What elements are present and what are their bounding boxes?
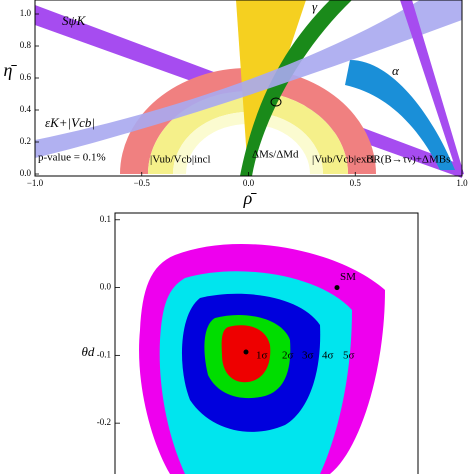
x-axis-label: ρ̄: [243, 188, 258, 208]
sm-label: SM: [340, 271, 356, 283]
epsk-label: εK+|Vcb|: [45, 115, 95, 130]
top-regions: [35, 0, 464, 178]
alpha-label: α: [392, 63, 400, 78]
y-tick-label: 0.6: [20, 72, 32, 82]
theta-axis-label: θd: [82, 344, 95, 359]
vub-excl-label: |Vub/Vcb|excl: [312, 154, 374, 166]
x-tick-label: 0.5: [350, 178, 362, 188]
sigma-label: 2σ: [282, 350, 294, 362]
pvalue-label: p-value = 0.1%: [38, 152, 106, 164]
vub-incl-band: [120, 68, 376, 174]
dms-label: ΔMs/ΔMd: [252, 149, 299, 161]
y-tick-label: 1.0: [20, 8, 32, 18]
y-tick-label: 0.8: [20, 40, 32, 50]
sigma-label: 1σ: [256, 350, 268, 362]
y-tick-label: 0.1: [100, 214, 111, 224]
sigma-label: 3σ: [302, 350, 314, 362]
y-tick-label: 0.2: [20, 136, 31, 146]
vub-excl-band: [148, 91, 348, 174]
y-tick-label: 0.4: [20, 104, 32, 114]
bottom-frame: [114, 212, 419, 474]
alpha-band: [345, 60, 455, 170]
x-tick-label: 1.0: [456, 178, 468, 188]
x-tick-label: −1.0: [27, 178, 44, 188]
y-tick-label: -0.1: [97, 349, 111, 359]
sigma-label: 5σ: [343, 350, 355, 362]
fit-ellipse: [270, 97, 282, 107]
epsk-band: [35, 0, 462, 158]
best-fit-point: [243, 349, 249, 355]
spsik-band-2: [400, 0, 464, 176]
y-tick-label: 0.0: [100, 282, 112, 292]
y-axis-label: η̄: [4, 60, 18, 80]
dms-band: [240, 0, 352, 176]
x-tick-label: 0.0: [243, 178, 255, 188]
y-tick-label: -0.2: [97, 417, 111, 427]
vub-incl-label: |Vub/Vcb|incl: [150, 154, 211, 166]
sm-point: [334, 285, 340, 291]
sigma-label: 4σ: [322, 350, 334, 362]
inner-band: [173, 112, 323, 174]
gamma-label: γ: [312, 0, 318, 14]
y-tick-label: 0.0: [20, 168, 32, 178]
brtaunu-label: BR(B→τν)+ΔMBs: [366, 154, 450, 166]
x-tick-label: −0.5: [134, 178, 151, 188]
spsik-label: SψK: [62, 13, 87, 28]
contours: [139, 243, 385, 474]
